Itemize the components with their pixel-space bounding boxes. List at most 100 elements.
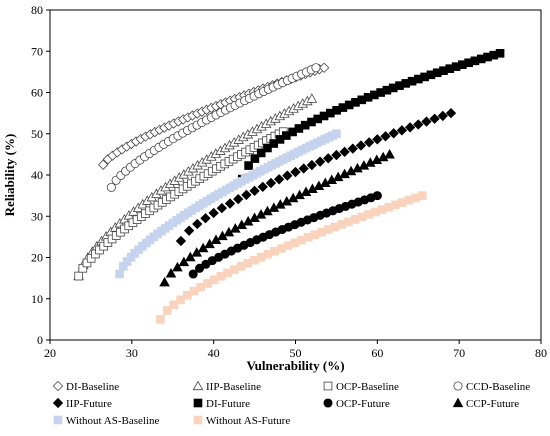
data-point	[273, 174, 285, 185]
legend-label: CCD-Baseline	[466, 381, 530, 393]
legend-item: Without AS-Future	[193, 415, 290, 427]
legend-item: OCP-Future	[323, 398, 390, 410]
data-point	[263, 143, 272, 153]
x-tick-label: 20	[44, 346, 56, 360]
data-point	[445, 107, 457, 119]
legend-item: CCD-Baseline	[453, 381, 530, 393]
data-point	[372, 134, 383, 145]
data-point	[323, 153, 334, 164]
data-point	[178, 256, 190, 267]
x-tick-label: 30	[126, 346, 138, 360]
data-point	[156, 315, 165, 324]
data-point	[233, 193, 244, 205]
y-tick-label: 20	[31, 251, 43, 265]
data-point	[98, 159, 109, 170]
data-point	[429, 113, 440, 124]
series-ocp-future	[188, 191, 382, 279]
data-point	[169, 300, 179, 310]
data-point	[257, 181, 268, 193]
series-di-future	[237, 49, 505, 184]
data-point	[388, 128, 399, 139]
legend-marker	[323, 381, 333, 391]
legend-item: DI-Baseline	[52, 380, 119, 393]
legend-item: DI-Future	[193, 398, 250, 410]
data-point	[200, 213, 211, 224]
data-point	[437, 110, 448, 122]
y-tick-label: 60	[31, 86, 43, 100]
x-tick-label: 80	[535, 346, 547, 360]
x-axis-title: Vulnerability (%)	[246, 358, 344, 373]
data-point	[418, 191, 427, 200]
data-point	[306, 93, 318, 103]
data-point	[306, 159, 318, 171]
legend-label: IIP-Baseline	[206, 381, 261, 393]
data-point	[208, 207, 219, 219]
legend-marker	[192, 380, 204, 391]
data-point	[192, 218, 203, 230]
data-point	[250, 154, 260, 163]
data-point	[176, 295, 185, 305]
data-point	[495, 49, 505, 58]
legend-label: DI-Future	[206, 398, 250, 410]
data-point	[339, 146, 350, 158]
data-point	[363, 137, 375, 148]
legend-label: Without AS-Baseline	[66, 415, 159, 427]
data-point	[318, 62, 330, 73]
series-iip-future	[175, 107, 457, 247]
series-without-as-future	[156, 191, 427, 324]
data-point	[396, 125, 408, 136]
y-tick-label: 0	[37, 333, 43, 347]
legend-label: OCP-Baseline	[336, 381, 399, 393]
data-point	[188, 269, 198, 279]
legend-label: DI-Baseline	[66, 381, 119, 393]
series-ccp-future	[159, 148, 395, 287]
legend-marker	[52, 397, 64, 409]
data-point	[256, 148, 266, 158]
data-point	[185, 251, 196, 262]
data-point	[74, 271, 83, 281]
data-point	[380, 131, 391, 142]
x-tick-label: 50	[290, 346, 302, 360]
legend-item: IIP-Baseline	[192, 380, 261, 393]
data-point	[249, 185, 260, 196]
legend-item: OCP-Baseline	[323, 381, 399, 393]
data-point	[404, 122, 416, 133]
data-point	[224, 198, 236, 209]
legend-item: IIP-Future	[52, 397, 112, 410]
axes: 20 30 40 50 60 70 80 0 10 20 30 40 50 60 70 80	[31, 3, 547, 360]
x-tick-label: 40	[208, 346, 220, 360]
x-tick-label: 60	[371, 346, 383, 360]
data-point	[159, 276, 170, 287]
data-point	[282, 170, 293, 181]
legend-marker	[193, 415, 203, 425]
legend-label: IIP-Future	[66, 398, 112, 410]
data-point	[241, 189, 252, 201]
legend-item: Without AS-Baseline	[53, 415, 159, 427]
data-point	[162, 306, 172, 315]
data-point	[290, 166, 301, 178]
legend-marker	[53, 415, 63, 425]
data-point	[216, 202, 228, 214]
data-point	[332, 129, 341, 139]
legend-label: CCP-Future	[466, 398, 519, 410]
data-point	[195, 263, 205, 273]
data-point	[175, 235, 187, 247]
data-point	[314, 156, 326, 167]
data-point	[421, 116, 432, 127]
y-tick-label: 30	[31, 209, 43, 223]
y-tick-label: 80	[31, 3, 43, 17]
legend-item: CCP-Future	[452, 397, 519, 410]
data-point	[372, 191, 382, 201]
legend-marker	[52, 380, 64, 392]
data-point	[165, 267, 177, 278]
data-point	[347, 143, 358, 154]
data-point	[298, 163, 309, 174]
data-point	[183, 225, 195, 236]
legend-marker	[452, 397, 464, 408]
data-point	[331, 149, 342, 161]
series-layer	[73, 49, 505, 324]
data-point	[413, 119, 424, 130]
y-tick-label: 10	[31, 292, 43, 306]
series-without-as-baseline	[115, 129, 341, 279]
